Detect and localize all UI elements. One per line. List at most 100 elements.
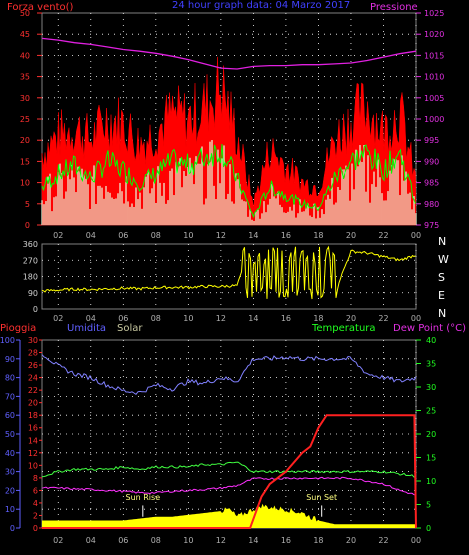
- p2-xtick: 16: [281, 314, 291, 323]
- p3-ytick-humidity: 60: [5, 411, 15, 420]
- p3-ytick-rain: 14: [28, 436, 38, 445]
- p3-xtick: 02: [53, 536, 63, 545]
- p3-ytick-rain: 18: [28, 411, 38, 420]
- p1-ytick-left: 40: [20, 51, 30, 60]
- p3-xtick: 06: [118, 536, 128, 545]
- p2-compass-label: W: [438, 253, 449, 266]
- p1-xtick: 08: [151, 231, 161, 240]
- p3-title-temperature: Temperatura: [311, 323, 376, 334]
- p3-ytick-rain: 4: [33, 499, 38, 508]
- p3-ytick-humidity: 80: [5, 374, 15, 383]
- p2-ytick: 180: [23, 273, 38, 282]
- p2-xtick: 22: [378, 314, 388, 323]
- p1-ytick-left: 35: [20, 73, 30, 82]
- p1-ytick-left: 30: [20, 94, 30, 103]
- p3-ytick-temp: 15: [426, 454, 436, 463]
- p1-ytick-left: 45: [20, 30, 30, 39]
- direction-line: [41, 245, 416, 300]
- sunrise-label: Sun Rise: [125, 493, 160, 502]
- p3-ytick-temp: 35: [426, 360, 436, 369]
- p2-ytick: 270: [23, 256, 38, 265]
- p3-ytick-rain: 26: [28, 361, 38, 370]
- p3-title-rain: Pioggia: [0, 323, 36, 334]
- p1-ytick-right: 1010: [424, 73, 444, 82]
- pressure-line: [41, 37, 417, 70]
- p1-ytick-right: 975: [424, 221, 439, 230]
- p2-compass-label: E: [438, 289, 445, 302]
- p2-compass-label: N: [438, 307, 446, 320]
- p1-ytick-right: 985: [424, 179, 439, 188]
- p1-xtick: 16: [281, 231, 291, 240]
- p2-xtick: 08: [151, 314, 161, 323]
- p3-ytick-humidity: 70: [5, 392, 15, 401]
- p3-ytick-humidity: 30: [5, 468, 15, 477]
- p3-ytick-rain: 0: [33, 524, 38, 533]
- p3-xtick: 12: [216, 536, 226, 545]
- p2-xtick: 06: [118, 314, 128, 323]
- p3-ytick-temp: 5: [426, 501, 431, 510]
- p3-ytick-humidity: 20: [5, 486, 15, 495]
- p2-xtick: 18: [313, 314, 323, 323]
- p3-title-humidity: Umidita: [67, 323, 106, 334]
- p3-ytick-temp: 20: [426, 430, 436, 439]
- p1-ytick-right: 990: [424, 157, 439, 166]
- p1-ytick-right: 995: [424, 136, 439, 145]
- p1-center-title: 24 hour graph data: 04 Marzo 2017: [172, 0, 350, 11]
- p2-ytick: 360: [23, 240, 38, 249]
- p1-ytick-right: 1025: [424, 9, 444, 18]
- p3-xtick: 04: [86, 536, 96, 545]
- p1-xtick: 06: [118, 231, 128, 240]
- p3-ytick-temp: 30: [426, 383, 436, 392]
- p3-ytick-humidity: 40: [5, 449, 15, 458]
- p1-xtick: 02: [53, 231, 63, 240]
- p3-ytick-rain: 20: [28, 399, 38, 408]
- p1-ytick-right: 980: [424, 200, 439, 209]
- p1-xtick: 18: [313, 231, 323, 240]
- sunset-label: Sun Set: [306, 493, 337, 502]
- p3-xtick: 16: [281, 536, 291, 545]
- p3-ytick-temp: 40: [426, 336, 436, 345]
- p1-xtick: 20: [346, 231, 356, 240]
- p3-ytick-rain: 24: [28, 374, 38, 383]
- humidity-line: [41, 354, 417, 395]
- p3-ytick-humidity: 0: [10, 524, 15, 533]
- p2-ytick: 90: [28, 289, 38, 298]
- p3-ytick-temp: 25: [426, 407, 436, 416]
- p2-xtick: 04: [86, 314, 96, 323]
- p3-ytick-temp: 10: [426, 477, 436, 486]
- rain-line: [42, 414, 417, 529]
- p1-ytick-right: 1000: [424, 115, 444, 124]
- p3-title-solar: Solar: [117, 323, 143, 334]
- p2-compass-label: S: [438, 271, 445, 284]
- p3-ytick-rain: 16: [28, 424, 38, 433]
- p1-xtick: 22: [378, 231, 388, 240]
- p1-ytick-left: 0: [25, 221, 30, 230]
- p1-right-title: Pressione: [370, 2, 418, 13]
- p1-ytick-left: 50: [20, 9, 30, 18]
- p1-xtick: 12: [216, 231, 226, 240]
- dewpoint-line: [41, 476, 417, 496]
- p1-xtick: 04: [86, 231, 96, 240]
- p3-ytick-rain: 22: [28, 386, 38, 395]
- p2-xtick: 10: [183, 314, 193, 323]
- p1-ytick-left: 10: [20, 179, 30, 188]
- p2-xtick: 14: [248, 314, 258, 323]
- p2-xtick: 02: [53, 314, 63, 323]
- p2-xtick: 20: [346, 314, 356, 323]
- p3-ytick-rain: 10: [28, 461, 38, 470]
- p3-xtick: 20: [346, 536, 356, 545]
- p3-xtick: 22: [378, 536, 388, 545]
- p1-ytick-left: 15: [20, 157, 30, 166]
- p1-xtick: 10: [183, 231, 193, 240]
- p2-xtick: 12: [216, 314, 226, 323]
- p3-xtick: 08: [151, 536, 161, 545]
- p2-ytick: 0: [33, 305, 38, 314]
- p3-ytick-temp: 0: [426, 524, 431, 533]
- p3-ytick-humidity: 90: [5, 355, 15, 364]
- p1-ytick-left: 20: [20, 136, 30, 145]
- solar-area: [42, 503, 416, 528]
- p1-ytick-right: 1020: [424, 30, 444, 39]
- p3-ytick-rain: 8: [33, 474, 38, 483]
- p3-xtick: 10: [183, 536, 193, 545]
